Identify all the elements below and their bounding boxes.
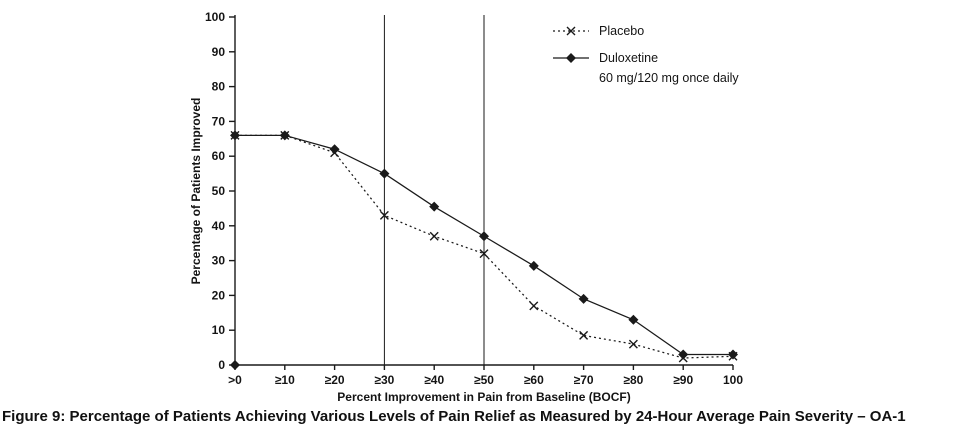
diamond-marker-icon — [379, 168, 390, 179]
y-tick-label: 20 — [212, 288, 226, 302]
diamond-marker-icon — [566, 53, 576, 63]
reference-lines — [383, 15, 485, 365]
y-tick-label: 50 — [212, 184, 226, 198]
diamond-marker-icon — [628, 314, 639, 325]
legend-label: Duloxetine — [599, 51, 658, 65]
diamond-marker-icon — [279, 130, 290, 141]
diamond-marker-icon — [578, 293, 589, 304]
diamond-marker-icon — [429, 201, 440, 212]
x-marker-icon — [429, 231, 439, 241]
x-tick-label: ≥50 — [474, 373, 494, 387]
pain-relief-line-chart: 0 10 20 30 40 50 60 70 80 90 100 >0 ≥10 ≥20 ≥30 ≥40 ≥50 ≥… — [189, 10, 743, 404]
y-tick-label: 80 — [212, 80, 226, 94]
origin-marker — [230, 360, 240, 370]
diamond-marker-icon — [329, 144, 340, 155]
x-tick-label: ≥20 — [325, 373, 345, 387]
x-tick-label: 100 — [723, 373, 743, 387]
series-duloxetine — [230, 130, 738, 360]
x-marker-icon — [579, 330, 589, 340]
x-tick-label: ≥60 — [524, 373, 544, 387]
diamond-marker-icon — [528, 260, 539, 271]
y-tick-label: 90 — [212, 45, 226, 59]
y-tick-label: 100 — [205, 10, 225, 24]
y-tick-label: 0 — [218, 358, 225, 372]
x-axis-title: Percent Improvement in Pain from Baselin… — [337, 390, 630, 404]
diamond-marker-icon — [678, 349, 689, 360]
x-marker-icon — [628, 339, 638, 349]
x-tick-label: ≥10 — [275, 373, 295, 387]
x-tick-label: ≥70 — [574, 373, 594, 387]
y-axis: 0 10 20 30 40 50 60 70 80 90 100 — [205, 10, 235, 372]
figure-9: 0 10 20 30 40 50 60 70 80 90 100 >0 ≥10 ≥20 ≥30 ≥40 ≥50 ≥… — [2, 10, 906, 425]
legend: Placebo Duloxetine 60 mg/120 mg once daily — [553, 24, 739, 85]
x-tick-label: ≥90 — [673, 373, 693, 387]
x-axis: >0 ≥10 ≥20 ≥30 ≥40 ≥50 ≥60 ≥70 ≥80 ≥90 100 — [228, 365, 743, 387]
x-tick-label: >0 — [228, 373, 242, 387]
diamond-marker-icon — [230, 130, 240, 141]
y-tick-label: 60 — [212, 149, 226, 163]
diamond-marker-icon — [728, 349, 738, 360]
legend-sublabel: 60 mg/120 mg once daily — [599, 71, 739, 85]
y-axis-title: Percentage of Patients Improved — [189, 98, 203, 285]
x-marker-icon — [529, 301, 539, 311]
y-tick-label: 10 — [212, 323, 226, 337]
x-tick-label: ≥80 — [623, 373, 643, 387]
x-marker-icon — [479, 249, 489, 259]
x-tick-label: ≥30 — [374, 373, 394, 387]
x-marker-icon — [379, 210, 389, 220]
x-tick-label: ≥40 — [424, 373, 444, 387]
y-tick-label: 30 — [212, 254, 226, 268]
legend-label: Placebo — [599, 24, 644, 38]
y-tick-label: 70 — [212, 114, 226, 128]
y-tick-label: 40 — [212, 219, 226, 233]
figure-caption: Figure 9: Percentage of Patients Achievi… — [2, 408, 906, 425]
diamond-marker-icon — [230, 360, 240, 370]
diamond-marker-icon — [479, 231, 489, 242]
x-marker-icon — [566, 26, 576, 36]
